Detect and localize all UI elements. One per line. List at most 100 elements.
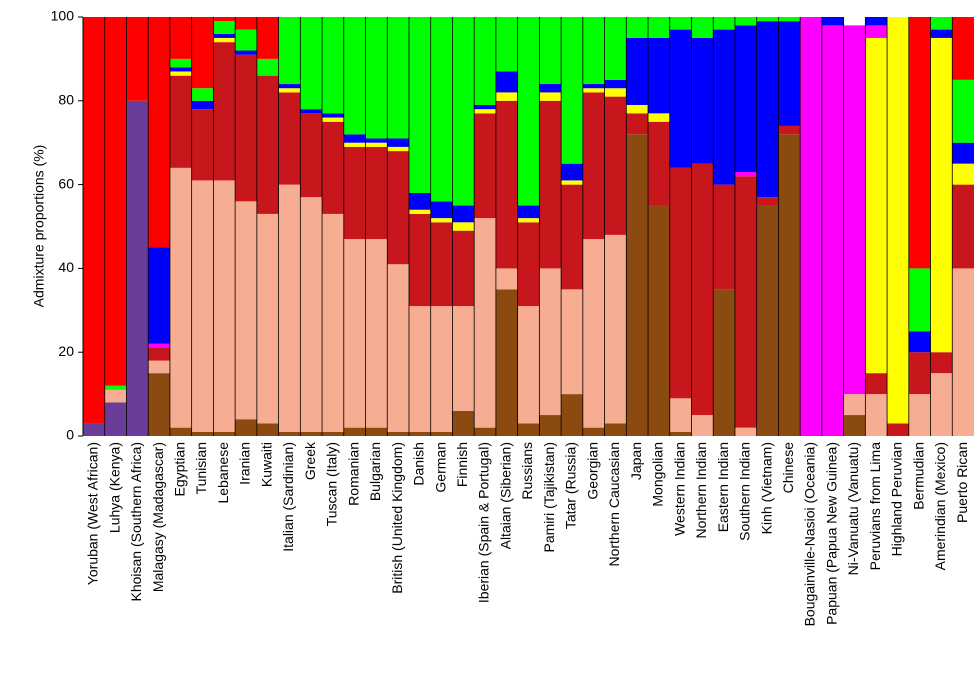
segment (495, 92, 519, 101)
segment (865, 394, 888, 436)
segment (408, 306, 432, 432)
x-tick-label: Southern Indian (737, 442, 753, 541)
segment (691, 163, 714, 416)
segment (235, 29, 258, 51)
segment (213, 17, 236, 22)
segment (952, 17, 974, 80)
segment (582, 84, 605, 89)
segment (430, 431, 453, 436)
x-tick-label: Puerto Rican (954, 442, 970, 523)
segment (408, 17, 432, 193)
x-tick-label: Tunisian (193, 442, 209, 494)
segment (626, 37, 649, 105)
segment (235, 419, 258, 436)
segment (604, 17, 627, 80)
segment (648, 17, 671, 38)
x-tick-label: Egyptian (171, 442, 187, 496)
segment (235, 50, 258, 55)
x-tick-label: British (United Kingdom) (389, 442, 405, 594)
segment (278, 84, 301, 89)
segment (756, 205, 779, 436)
segment (365, 17, 388, 139)
segment (148, 17, 171, 248)
segment (908, 268, 931, 332)
segment (278, 431, 301, 436)
segment (322, 17, 345, 114)
segment (648, 37, 671, 114)
segment (474, 427, 497, 436)
segment (343, 17, 366, 135)
segment (582, 239, 605, 428)
x-tick-label: Georgian (584, 442, 600, 500)
segment (887, 423, 910, 436)
segment (126, 100, 149, 437)
segment (169, 75, 193, 168)
segment (865, 37, 888, 374)
x-tick-label: Bulgarian (367, 442, 383, 501)
segment (213, 33, 236, 38)
segment (561, 394, 584, 436)
segment (300, 197, 323, 432)
segment (843, 25, 866, 395)
segment (930, 352, 953, 374)
segment (561, 289, 584, 395)
y-tick-label: 0 (66, 427, 74, 443)
segment (235, 201, 258, 420)
segment (452, 222, 475, 231)
segment (539, 17, 562, 85)
x-tick-label: Iberian (Spain & Portugal) (476, 442, 492, 603)
segment (365, 142, 388, 147)
segment (322, 121, 345, 214)
segment (169, 167, 193, 428)
segment (713, 184, 736, 290)
segment (865, 25, 888, 38)
x-tick-label: Iranian (237, 442, 253, 485)
x-tick-label: Papuan (Papua New Guinea) (823, 442, 839, 625)
x-tick-label: Tatar (Russia) (563, 442, 579, 529)
segment (734, 25, 758, 173)
segment (408, 192, 432, 210)
y-tick-label: 20 (58, 343, 74, 359)
segment (517, 423, 540, 436)
y-tick-label: 40 (58, 259, 74, 275)
segment (474, 113, 497, 219)
x-tick-label: Lebanese (215, 442, 231, 504)
segment (669, 431, 692, 436)
segment (843, 415, 866, 436)
segment (104, 385, 127, 390)
segment (734, 176, 758, 428)
segment (474, 109, 497, 114)
x-tick-label: Malagasy (Madagascar) (150, 442, 166, 592)
segment (604, 79, 627, 89)
segment (169, 17, 193, 59)
segment (256, 75, 279, 214)
segment (648, 113, 671, 122)
segment (474, 17, 497, 105)
segment (365, 427, 388, 436)
segment (713, 289, 736, 436)
segment (430, 201, 453, 219)
segment (713, 17, 736, 30)
segment (191, 100, 214, 110)
segment (539, 415, 562, 436)
x-tick-label: Ni-Vanuatu (Vanuatu) (845, 442, 861, 575)
y-axis-label: Admixture proportions (%) (31, 145, 47, 308)
segment (300, 113, 323, 198)
segment (669, 29, 692, 168)
segment (452, 410, 475, 436)
x-tick-label: Altaian (Siberian) (497, 442, 513, 549)
segment (169, 67, 193, 72)
segment (734, 172, 758, 177)
segment (778, 134, 801, 436)
segment (474, 104, 497, 110)
segment (821, 17, 845, 26)
segment (256, 58, 279, 76)
segment (452, 230, 475, 307)
segment (278, 88, 301, 93)
segment (322, 113, 345, 118)
x-tick-label: Romanian (345, 442, 361, 506)
segment (235, 17, 258, 30)
segment (930, 373, 953, 436)
segment (408, 213, 432, 307)
